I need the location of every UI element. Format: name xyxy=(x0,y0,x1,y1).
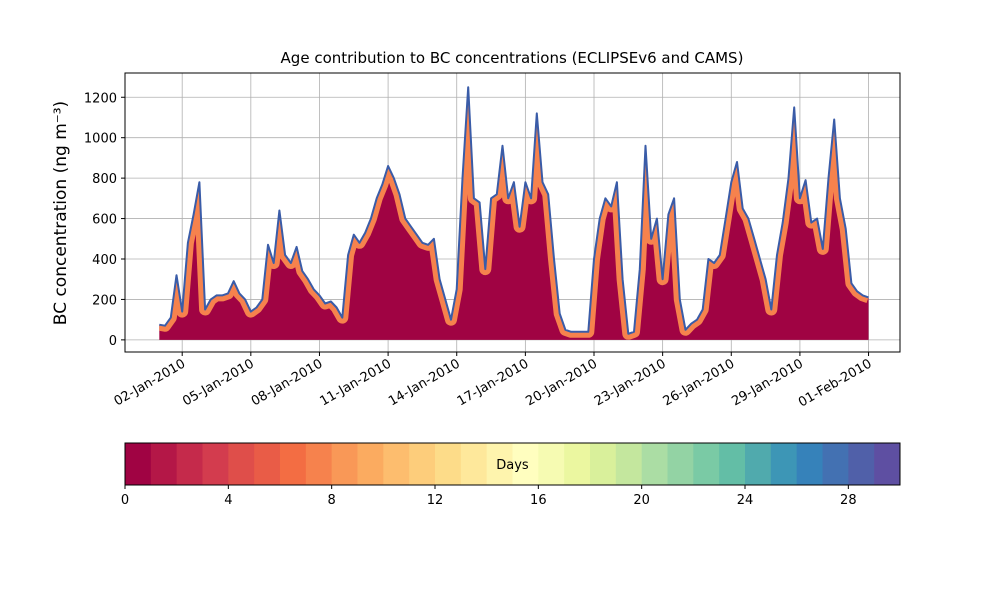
x-tick-label: 08-Jan-2010 xyxy=(249,356,326,409)
colorbar-cell xyxy=(641,443,668,485)
x-tick-label: 05-Jan-2010 xyxy=(180,356,257,409)
colorbar-cell xyxy=(176,443,203,485)
x-tick-label: 14-Jan-2010 xyxy=(386,356,463,409)
colorbar-tick-label: 4 xyxy=(224,493,232,508)
colorbar-tick-label: 28 xyxy=(840,493,857,508)
colorbar-cell xyxy=(357,443,384,485)
y-tick-label: 1200 xyxy=(84,91,117,106)
colorbar-cell xyxy=(667,443,694,485)
colorbar-cell xyxy=(409,443,436,485)
x-tick-label: 26-Jan-2010 xyxy=(661,356,738,409)
y-tick-label: 0 xyxy=(109,334,117,349)
colorbar-cell xyxy=(538,443,565,485)
colorbar-cell xyxy=(745,443,772,485)
colorbar-tick-label: 16 xyxy=(530,493,547,508)
y-tick-label: 400 xyxy=(92,253,117,268)
colorbar-cell xyxy=(693,443,720,485)
colorbar-cell xyxy=(848,443,875,485)
colorbar-cell xyxy=(150,443,178,485)
colorbar-cell xyxy=(512,443,539,485)
colorbar-tick-label: 20 xyxy=(633,493,650,508)
colorbar-tick-label: 24 xyxy=(737,493,754,508)
colorbar-cell xyxy=(331,443,358,485)
colorbar-cell xyxy=(435,443,462,485)
colorbar-cell xyxy=(254,443,281,485)
colorbar-cell xyxy=(822,443,849,485)
colorbar-cell xyxy=(615,443,643,485)
chart-title: Age contribution to BC concentrations (E… xyxy=(281,49,744,67)
colorbar-cell xyxy=(460,443,488,485)
plot-frame xyxy=(124,72,901,353)
colorbar-cell xyxy=(796,443,823,485)
y-tick-label: 600 xyxy=(92,213,117,228)
x-tick-label: 23-Jan-2010 xyxy=(592,356,669,409)
y-axis-label: BC concentration (ng m⁻³) xyxy=(51,101,71,325)
colorbar-cell xyxy=(125,443,152,485)
colorbar-cell xyxy=(564,443,591,485)
y-tick-label: 1000 xyxy=(84,132,117,147)
x-tick-label: 20-Jan-2010 xyxy=(523,356,600,409)
colorbar-cell xyxy=(202,443,229,485)
colorbar-cell xyxy=(874,443,901,485)
x-tick-label: 02-Jan-2010 xyxy=(112,356,189,409)
colorbar-cell xyxy=(719,443,746,485)
colorbar-cell xyxy=(486,443,513,485)
y-tick-label: 800 xyxy=(92,172,117,187)
colorbar-cell xyxy=(305,443,333,485)
colorbar-cell xyxy=(228,443,255,485)
colorbar-tick-label: 0 xyxy=(121,493,129,508)
x-tick-label: 29-Jan-2010 xyxy=(729,356,806,409)
colorbar-frame xyxy=(124,442,901,486)
x-tick-label: 11-Jan-2010 xyxy=(318,356,395,409)
colorbar-cell xyxy=(383,443,410,485)
colorbar-cell xyxy=(280,443,307,485)
y-tick-label: 200 xyxy=(92,293,117,308)
x-tick-label: 17-Jan-2010 xyxy=(455,356,532,409)
line xyxy=(159,86,869,335)
colorbar-tick-label: 12 xyxy=(427,493,444,508)
colorbar-tick-label: 8 xyxy=(328,493,336,508)
colorbar-cell xyxy=(590,443,617,485)
colorbar-cell xyxy=(770,443,798,485)
colorbar-label: Days xyxy=(496,458,529,473)
x-tick-label: 01-Feb-2010 xyxy=(796,356,875,410)
